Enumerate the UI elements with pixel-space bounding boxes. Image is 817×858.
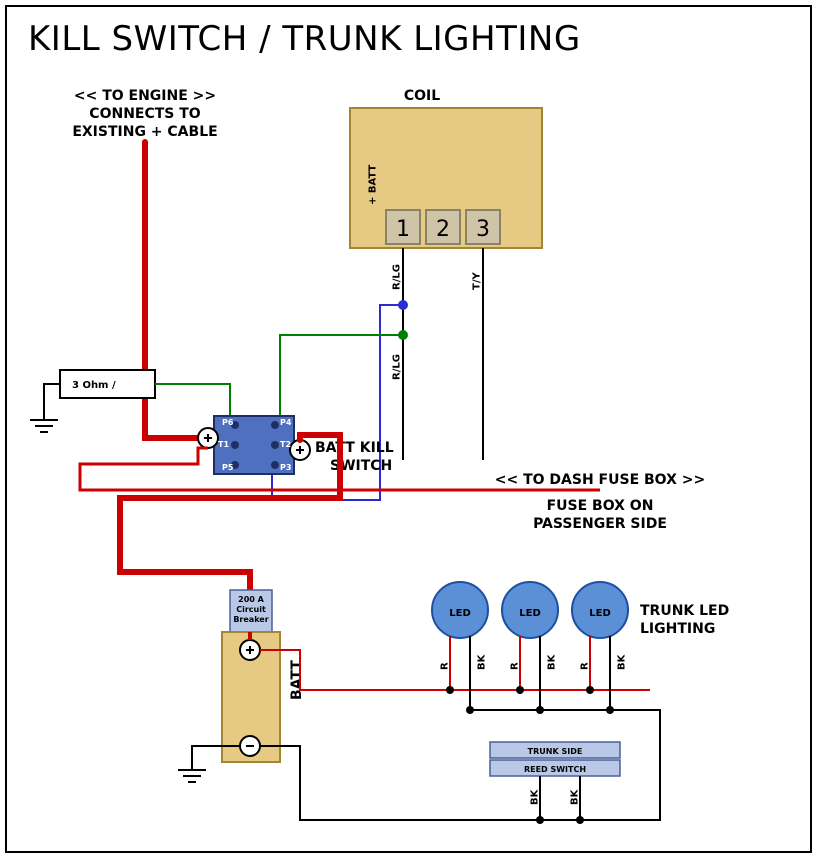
svg-text:P6: P6	[222, 418, 234, 427]
svg-text:<< TO DASH FUSE BOX >>: << TO DASH FUSE BOX >>	[495, 472, 705, 488]
svg-text:3 Ohm /: 3 Ohm /	[72, 380, 116, 391]
svg-text:+ BATT: + BATT	[368, 165, 379, 205]
svg-text:R: R	[580, 662, 591, 670]
kill-switch: P6 P4 T1 T2 P5 P3 BATT KILL SWITCH	[198, 416, 394, 474]
svg-text:BK: BK	[477, 653, 488, 670]
wire-green-top	[280, 335, 403, 416]
engine-note: << TO ENGINE >> CONNECTS TO EXISTING + C…	[72, 88, 217, 140]
svg-text:FUSE BOX ON: FUSE BOX ON	[547, 498, 654, 514]
svg-text:R: R	[510, 662, 521, 670]
svg-text:R/LG: R/LG	[392, 354, 403, 380]
coil-block: COIL + BATT 1 2 3	[350, 88, 542, 248]
svg-text:2: 2	[436, 217, 450, 242]
wiring-diagram: KILL SWITCH / TRUNK LIGHTING << TO ENGIN…	[0, 0, 817, 858]
led-1: LED	[432, 582, 488, 638]
svg-text:BK: BK	[570, 788, 581, 805]
coil-pin-1: 1	[386, 210, 420, 244]
svg-text:LIGHTING: LIGHTING	[640, 621, 715, 637]
svg-text:BATT: BATT	[289, 660, 305, 700]
svg-text:LED: LED	[589, 608, 611, 619]
circuit-breaker: 200 A Circuit Breaker	[230, 590, 272, 632]
svg-text:T2: T2	[280, 440, 291, 449]
svg-text:BK: BK	[530, 788, 541, 805]
svg-text:REED SWITCH: REED SWITCH	[524, 765, 586, 774]
svg-text:EXISTING + CABLE: EXISTING + CABLE	[72, 124, 217, 140]
svg-text:CONNECTS TO: CONNECTS TO	[89, 106, 201, 122]
fusebox-note: << TO DASH FUSE BOX >> FUSE BOX ON PASSE…	[495, 472, 705, 532]
svg-text:Circuit: Circuit	[236, 605, 266, 614]
svg-text:Breaker: Breaker	[233, 615, 268, 624]
svg-text:BK: BK	[547, 653, 558, 670]
wire-red-led-bus	[260, 650, 650, 690]
svg-text:T/Y: T/Y	[472, 272, 483, 290]
svg-text:T1: T1	[218, 440, 229, 449]
battery: BATT	[178, 632, 305, 782]
resistor-block: 3 Ohm /	[30, 370, 230, 432]
svg-text:TRUNK SIDE: TRUNK SIDE	[528, 747, 583, 756]
svg-text:P5: P5	[222, 463, 234, 472]
svg-text:<< TO ENGINE >>: << TO ENGINE >>	[74, 88, 216, 104]
svg-text:PASSENGER SIDE: PASSENGER SIDE	[533, 516, 667, 532]
coil-pin-3: 3	[466, 210, 500, 244]
svg-text:1: 1	[396, 217, 410, 242]
svg-text:TRUNK LED: TRUNK LED	[640, 603, 729, 619]
svg-text:R/LG: R/LG	[392, 264, 403, 290]
svg-text:200 A: 200 A	[238, 595, 264, 604]
coil-pin-2: 2	[426, 210, 460, 244]
led-3: LED	[572, 582, 628, 638]
svg-text:R: R	[440, 662, 451, 670]
svg-text:BATT KILL: BATT KILL	[315, 440, 394, 456]
led-2: LED	[502, 582, 558, 638]
svg-text:BK: BK	[617, 653, 628, 670]
svg-text:LED: LED	[519, 608, 541, 619]
svg-text:3: 3	[476, 217, 490, 242]
led-group: TRUNK LED LIGHTING LED LED LED	[432, 582, 729, 638]
svg-text:P3: P3	[280, 463, 291, 472]
svg-text:P4: P4	[280, 418, 292, 427]
page-title: KILL SWITCH / TRUNK LIGHTING	[28, 19, 581, 59]
reed-switch: TRUNK SIDE REED SWITCH BK BK	[490, 742, 620, 824]
svg-text:LED: LED	[449, 608, 471, 619]
svg-text:COIL: COIL	[404, 88, 440, 104]
